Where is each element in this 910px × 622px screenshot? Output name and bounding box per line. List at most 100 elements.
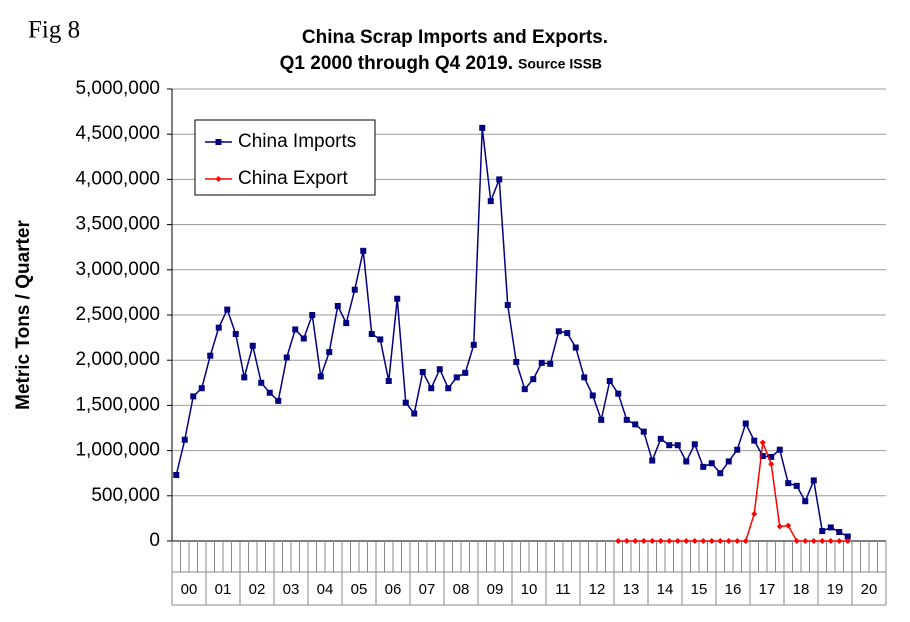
point <box>394 295 401 302</box>
point <box>547 360 554 367</box>
point <box>275 397 282 404</box>
point <box>496 176 503 183</box>
point <box>190 393 197 400</box>
y-tick-label: 0 <box>149 530 160 551</box>
point <box>419 368 426 375</box>
y-tick-label: 2,500,000 <box>75 304 160 325</box>
x-tick-label: 14 <box>657 581 674 598</box>
x-tick-label: 00 <box>181 581 198 598</box>
chart-title: China Scrap Imports and Exports. <box>302 27 608 48</box>
fig-label: Fig 8 <box>28 17 80 44</box>
x-tick-label: 10 <box>521 581 538 598</box>
point <box>742 538 749 544</box>
point <box>657 538 664 544</box>
point <box>479 124 486 131</box>
point <box>317 373 324 380</box>
point <box>827 538 834 544</box>
point <box>819 538 826 544</box>
y-tick-label: 500,000 <box>91 485 160 506</box>
legend-marker <box>215 139 222 145</box>
point <box>326 349 333 356</box>
point <box>462 369 469 376</box>
point <box>283 354 290 361</box>
chart-subtitle: Q1 2000 through Q4 2019. <box>280 53 513 74</box>
point <box>785 480 792 487</box>
point <box>181 436 188 443</box>
x-tick-label: 04 <box>317 581 334 598</box>
point <box>827 524 834 531</box>
point <box>615 538 622 544</box>
point <box>232 330 239 337</box>
point <box>683 458 690 465</box>
point <box>368 330 375 337</box>
point <box>691 441 698 448</box>
x-tick-label: 08 <box>453 581 470 598</box>
point <box>793 482 800 489</box>
x-tick-label: 11 <box>555 581 571 598</box>
point <box>708 460 715 467</box>
x-tick-label: 13 <box>623 581 640 598</box>
point <box>725 458 732 465</box>
point <box>640 538 647 544</box>
point <box>717 538 724 544</box>
point <box>632 538 639 544</box>
x-tick-label: 16 <box>725 581 742 598</box>
point <box>581 374 588 381</box>
point <box>360 247 367 254</box>
point <box>249 342 256 349</box>
point <box>649 538 656 544</box>
point <box>615 390 622 397</box>
x-tick-label: 07 <box>419 581 436 598</box>
point <box>487 198 494 205</box>
point <box>428 385 435 392</box>
point <box>292 326 299 333</box>
point <box>844 538 851 544</box>
point <box>640 428 647 435</box>
point <box>734 538 741 544</box>
point <box>589 392 596 399</box>
point <box>802 498 809 505</box>
x-tick-label: 05 <box>351 581 368 598</box>
y-tick-label: 3,500,000 <box>75 214 160 235</box>
point <box>598 416 605 423</box>
x-tick-label: 19 <box>827 581 844 598</box>
point <box>198 385 205 392</box>
x-tick-label: 03 <box>283 581 300 598</box>
point <box>564 330 571 337</box>
point <box>309 312 316 318</box>
point <box>606 377 613 384</box>
x-tick-label: 15 <box>691 581 708 598</box>
y-tick-label: 1,000,000 <box>75 440 160 461</box>
point <box>649 457 656 464</box>
y-axis-label: Metric Tons / Quarter <box>13 220 34 410</box>
point <box>538 359 545 366</box>
point <box>666 538 673 544</box>
point <box>385 377 392 384</box>
point <box>810 477 817 484</box>
point <box>674 538 681 544</box>
x-tick-label: 02 <box>249 581 266 598</box>
legend-label: China Export <box>238 168 349 189</box>
point <box>742 420 749 427</box>
point <box>776 446 783 453</box>
point <box>445 385 452 392</box>
point <box>530 376 537 383</box>
legend-label: China Imports <box>238 131 356 152</box>
point <box>402 399 409 406</box>
point <box>623 538 630 544</box>
legend-marker <box>215 176 222 182</box>
legend-box <box>194 119 376 196</box>
chart-source: Source ISSB <box>518 56 602 72</box>
point <box>700 538 707 544</box>
point <box>836 528 843 535</box>
point <box>759 439 766 446</box>
point <box>343 320 350 327</box>
point <box>266 389 273 396</box>
point <box>470 341 477 348</box>
y-tick-label: 2,000,000 <box>75 349 160 370</box>
point <box>691 538 698 544</box>
point <box>683 538 690 544</box>
point <box>768 453 775 460</box>
point <box>377 336 384 343</box>
